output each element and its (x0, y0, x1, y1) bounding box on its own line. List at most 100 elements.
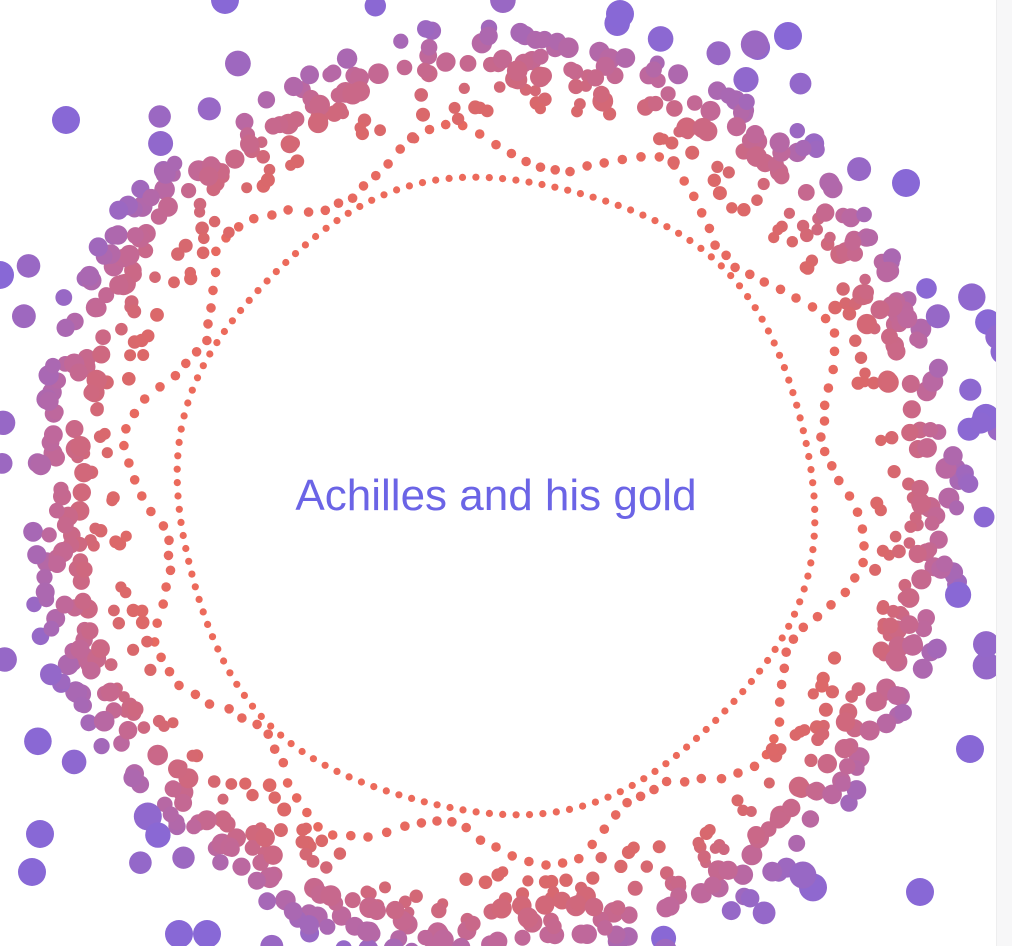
particle-dot (203, 319, 213, 329)
particle-dot (73, 696, 89, 713)
particle-dot (175, 438, 183, 446)
particle-dot (161, 582, 171, 592)
particle-dot (431, 902, 447, 919)
particle-dot (804, 572, 812, 580)
particle-dot (835, 712, 856, 732)
particle-dot (546, 918, 562, 935)
particle-dot (909, 331, 925, 347)
particle-dot (208, 633, 217, 641)
particle-dot (45, 357, 61, 374)
particle-dot (158, 599, 168, 609)
particle-dot (877, 600, 890, 612)
particle-dot (233, 680, 241, 688)
particle-dot (706, 41, 731, 66)
particle-dot (106, 491, 120, 505)
particle-dot (418, 179, 427, 187)
particle-dot (530, 66, 551, 88)
particle-dot (70, 436, 91, 457)
particle-dot (627, 206, 635, 214)
particle-dot (491, 868, 505, 882)
particle-dot (696, 208, 707, 218)
particle-dot (186, 749, 199, 762)
particle-dot (712, 716, 720, 725)
particle-dot (154, 179, 175, 200)
particle-dot (129, 475, 140, 485)
particle-dot (869, 563, 882, 576)
particle-dot (859, 541, 869, 551)
particle-dot (820, 313, 831, 324)
particle-dot (93, 738, 110, 755)
particle-dot (922, 422, 939, 438)
particle-dot (900, 587, 917, 604)
particle-dot (474, 129, 485, 139)
particle-dot (876, 261, 897, 283)
particle-dot (776, 679, 787, 690)
particle-dot (491, 139, 501, 150)
particle-dot (782, 799, 801, 817)
particle-dot (168, 759, 187, 779)
particle-dot (225, 50, 251, 77)
particle-dot (621, 845, 636, 859)
particle-dot (104, 658, 118, 671)
particle-dot (924, 515, 940, 531)
particle-dot (241, 182, 253, 194)
particle-dot (763, 777, 775, 789)
particle-dot (807, 559, 815, 567)
particle-dot (225, 149, 245, 169)
particle-dot (797, 184, 815, 201)
particle-dot (237, 713, 247, 723)
particle-dot (861, 229, 879, 247)
particle-dot (700, 100, 721, 121)
particle-dot (532, 48, 549, 65)
particle-dot (858, 557, 868, 568)
particle-dot (704, 223, 715, 234)
particle-dot (828, 300, 842, 315)
particle-dot (280, 135, 299, 154)
particle-dot (220, 657, 228, 665)
particle-dot (752, 901, 776, 925)
particle-dot (721, 250, 731, 261)
particle-dot (383, 938, 404, 946)
particle-dot (252, 719, 262, 730)
particle-dot (129, 851, 152, 874)
particle-dot (541, 860, 551, 870)
particle-dot (196, 246, 210, 260)
particle-dot (363, 832, 373, 842)
particle-dot (738, 93, 755, 110)
particle-dot (699, 826, 714, 840)
particle-dot (396, 59, 413, 76)
particle-dot (144, 663, 157, 677)
particle-dot (88, 299, 107, 318)
particle-dot (563, 61, 579, 78)
scrollbar-track[interactable] (996, 0, 1012, 946)
particle-dot (210, 267, 221, 278)
particle-dot (906, 878, 934, 906)
particle-dot (432, 176, 440, 184)
particle-dot (789, 72, 812, 95)
particle-dot (514, 929, 531, 946)
particle-dot (949, 500, 965, 516)
particle-dot (193, 920, 221, 946)
particle-dot (731, 794, 744, 807)
particle-dot (283, 205, 293, 215)
particle-dot (290, 154, 305, 169)
particle-dot (179, 531, 187, 540)
particle-dot (188, 570, 196, 578)
particle-dot (959, 474, 979, 494)
particle-dot (371, 170, 381, 181)
particle-dot (124, 458, 134, 468)
particle-dot (267, 210, 277, 220)
particle-dot (689, 191, 699, 202)
particle-dot (48, 555, 66, 573)
particle-dot (172, 846, 195, 869)
particle-dot (662, 760, 670, 768)
particle-dot (756, 667, 764, 675)
particle-dot (344, 892, 361, 909)
particle-dot (818, 702, 833, 717)
particle-dot (811, 223, 823, 236)
particle-dot (824, 231, 836, 244)
particle-dot (65, 420, 84, 438)
particle-dot (420, 798, 428, 806)
particle-dot (218, 815, 236, 833)
particle-dot (88, 237, 108, 257)
